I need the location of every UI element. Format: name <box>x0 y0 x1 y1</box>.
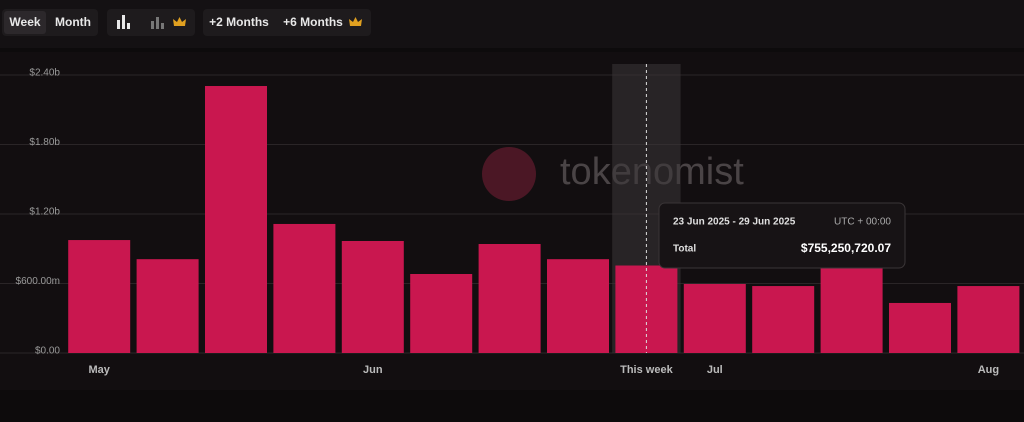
bar <box>889 302 951 353</box>
y-tick-label: $2.40b <box>29 68 60 79</box>
bar <box>205 86 267 354</box>
tooltip-value: $755,250,720.07 <box>801 241 891 255</box>
bar <box>752 286 815 353</box>
bar <box>341 240 404 353</box>
week-button[interactable]: Week <box>9 15 40 29</box>
x-tick-label: Aug <box>978 364 999 376</box>
premium-icon <box>173 17 186 26</box>
two-months-button[interactable]: +2 Months <box>209 15 269 29</box>
bar <box>615 265 678 353</box>
premium-icon <box>349 17 362 26</box>
y-tick-label: $1.20b <box>29 207 60 218</box>
six-months-button[interactable]: +6 Months <box>283 15 343 29</box>
watermark-logo <box>482 147 536 201</box>
bar <box>136 259 199 353</box>
bar <box>478 244 541 353</box>
tooltip <box>658 202 906 269</box>
tooltip-label: Total <box>673 244 696 255</box>
stack-icon[interactable] <box>151 17 164 29</box>
tooltip-timezone: UTC + 00:00 <box>834 217 891 228</box>
range-group <box>203 9 371 36</box>
bar <box>683 283 746 353</box>
x-tick-label: Jun <box>363 364 383 376</box>
y-tick-label: $1.80b <box>29 137 60 148</box>
x-tick-label: This week <box>620 364 673 376</box>
x-tick-label: May <box>88 364 110 376</box>
bar <box>410 274 473 353</box>
x-tick-label: Jul <box>707 364 723 376</box>
y-tick-label: $600.00m <box>16 276 60 287</box>
bar <box>547 259 609 353</box>
week-button-bg[interactable] <box>4 11 46 34</box>
bar <box>68 240 131 353</box>
bar <box>273 223 336 353</box>
tooltip-title: 23 Jun 2025 - 29 Jun 2025 <box>673 217 796 228</box>
bar-icon[interactable] <box>117 15 130 29</box>
y-tick-label: $0.00 <box>35 346 60 357</box>
bar <box>820 254 883 353</box>
bar <box>957 286 1020 353</box>
month-button[interactable]: Month <box>55 15 91 29</box>
